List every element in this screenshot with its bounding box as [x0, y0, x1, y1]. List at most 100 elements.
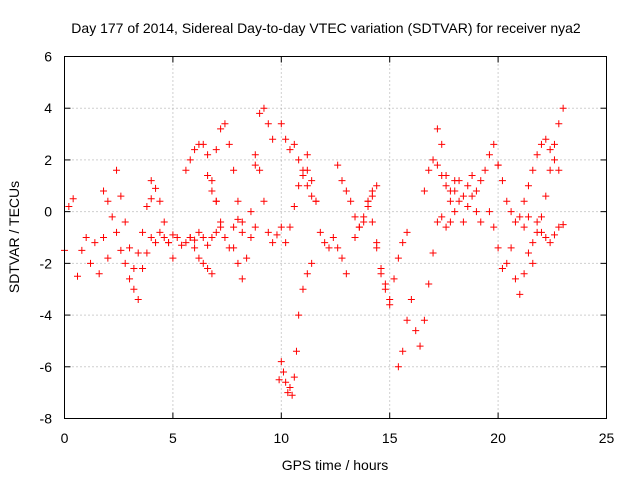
data-point: [251, 223, 259, 231]
data-point: [425, 280, 433, 288]
series-arc-b: [100, 187, 142, 304]
data-point: [477, 177, 485, 185]
data-point: [303, 182, 311, 190]
data-point: [425, 166, 433, 174]
data-point: [165, 239, 173, 247]
data-point: [117, 192, 125, 200]
data-point: [546, 146, 554, 154]
data-point: [442, 223, 450, 231]
series-arc-l: [251, 151, 285, 247]
data-point: [234, 197, 242, 205]
data-point: [204, 241, 212, 249]
data-point: [74, 272, 82, 280]
data-point: [199, 259, 207, 267]
data-point: [290, 202, 298, 210]
data-point: [208, 270, 216, 278]
data-point: [277, 358, 285, 366]
data-points: [61, 104, 567, 399]
data-point: [334, 161, 342, 169]
series-arc-f: [182, 140, 225, 231]
x-axis-title: GPS time / hours: [282, 457, 389, 473]
data-point: [511, 275, 519, 283]
data-point: [464, 182, 472, 190]
data-point: [347, 197, 355, 205]
data-point: [277, 223, 285, 231]
series-arc-d: [139, 228, 220, 273]
data-point: [152, 184, 160, 192]
data-point: [373, 244, 381, 252]
data-point: [217, 125, 225, 133]
data-point: [160, 218, 168, 226]
data-point: [212, 197, 220, 205]
data-point: [251, 161, 259, 169]
data-point: [108, 213, 116, 221]
data-point: [69, 195, 77, 203]
data-point: [199, 140, 207, 148]
series-arc-g: [186, 234, 216, 278]
x-tick-label: 5: [169, 430, 177, 446]
data-point: [533, 151, 541, 159]
data-point: [494, 244, 502, 252]
data-point: [433, 218, 441, 226]
data-point: [204, 151, 212, 159]
x-tick-label: 0: [61, 430, 69, 446]
data-point: [186, 234, 194, 241]
data-point: [126, 275, 134, 283]
data-point: [338, 177, 346, 185]
series-arc-h: [204, 171, 246, 252]
series-arc-n: [277, 120, 320, 205]
data-point: [204, 265, 212, 273]
data-point: [286, 223, 294, 231]
data-point: [286, 383, 294, 391]
series-arc-i: [212, 120, 246, 226]
data-point: [121, 259, 129, 267]
data-point: [234, 259, 242, 267]
data-point: [243, 254, 251, 262]
y-tick-label: -6: [40, 359, 53, 375]
data-point: [516, 213, 524, 221]
data-point: [221, 234, 229, 241]
data-point: [355, 223, 363, 231]
data-point: [195, 254, 203, 262]
data-point: [455, 197, 463, 205]
data-point: [113, 166, 121, 174]
data-point: [433, 125, 441, 133]
data-point: [377, 265, 385, 273]
data-point: [221, 120, 229, 128]
data-point: [290, 140, 298, 148]
data-point: [238, 218, 246, 226]
data-point: [143, 202, 151, 210]
y-axis-title: SDTVAR / TECUs: [6, 181, 22, 293]
data-point: [520, 223, 528, 231]
data-point: [446, 218, 454, 226]
data-point: [403, 316, 411, 324]
data-point: [247, 234, 255, 241]
data-point: [173, 234, 181, 241]
data-point: [429, 156, 437, 164]
data-point: [130, 265, 138, 273]
data-point: [503, 259, 511, 267]
data-point: [143, 249, 151, 257]
data-point: [503, 197, 511, 205]
data-point: [364, 197, 372, 205]
data-point: [394, 254, 402, 262]
data-point: [524, 213, 532, 221]
data-point: [390, 275, 398, 283]
x-tick-label: 15: [382, 430, 398, 446]
data-point: [550, 140, 558, 148]
data-point: [550, 156, 558, 164]
data-point: [156, 197, 164, 205]
data-point: [494, 161, 502, 169]
data-point: [134, 249, 142, 257]
data-point: [65, 202, 73, 210]
series-arc-j: [230, 223, 259, 283]
data-point: [295, 156, 303, 164]
x-tick-label: 10: [274, 430, 290, 446]
data-point: [147, 177, 155, 185]
data-point: [169, 231, 177, 239]
x-tick-labels: 0 5 10 15 20 25: [61, 430, 615, 446]
data-point: [472, 208, 480, 216]
data-point: [386, 301, 394, 309]
data-point: [442, 171, 450, 179]
series-arc-z: [520, 135, 563, 205]
